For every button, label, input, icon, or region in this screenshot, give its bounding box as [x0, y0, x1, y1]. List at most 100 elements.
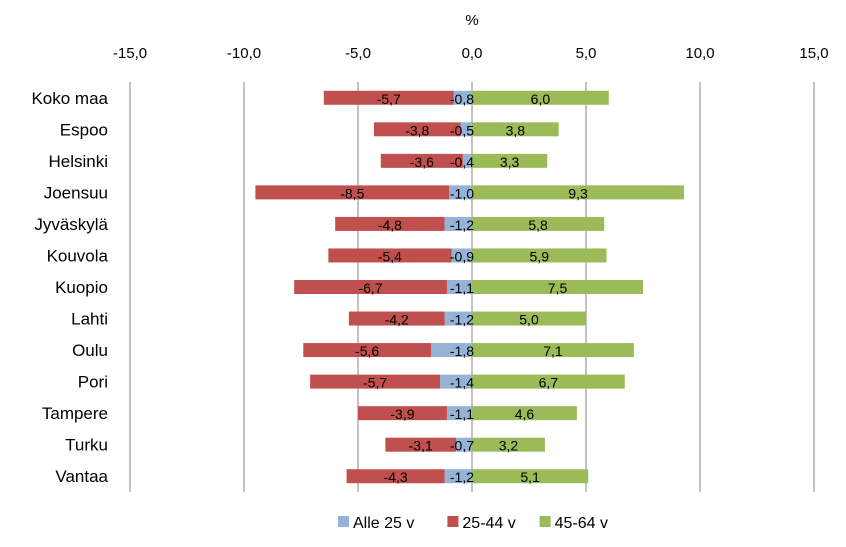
bar-45-64	[472, 343, 634, 358]
bar-25-44	[255, 185, 450, 200]
category-label: Tampere	[42, 404, 108, 423]
data-label: -3,9	[390, 406, 414, 422]
data-label: 5,0	[519, 312, 539, 328]
x-tick-label: 5,0	[576, 45, 597, 62]
bar-alle-25	[444, 469, 472, 484]
bar-45-64	[472, 469, 589, 484]
bar-25-44	[358, 406, 447, 421]
bar-alle-25	[462, 153, 472, 168]
data-label: -0,8	[450, 91, 474, 107]
data-label: -3,1	[409, 438, 433, 454]
data-label: -1,4	[450, 375, 474, 391]
data-label: -4,2	[385, 312, 409, 328]
legend-swatch	[447, 516, 459, 527]
data-label: 3,3	[500, 154, 520, 170]
category-label: Koko maa	[31, 89, 108, 108]
bar-25-44	[310, 374, 441, 389]
data-label: -5,4	[378, 248, 402, 264]
bar-45-64	[472, 90, 609, 105]
category-label: Vantaa	[55, 467, 108, 486]
data-label: -1,2	[450, 469, 474, 485]
bar-alle-25	[444, 216, 472, 231]
data-label: 6,0	[531, 91, 551, 107]
bar-45-64	[472, 216, 605, 231]
x-tick-label: 0,0	[462, 45, 483, 62]
legend-entry: 25-44 v	[462, 515, 515, 532]
bar-25-44	[328, 248, 452, 263]
bar-25-44	[323, 90, 454, 105]
x-tick-label: 10,0	[685, 45, 714, 62]
data-label: -5,6	[355, 343, 379, 359]
category-label: Kuopio	[55, 278, 108, 297]
data-label: -5,7	[377, 91, 401, 107]
bar-25-44	[335, 216, 445, 231]
bar-alle-25	[446, 406, 472, 421]
legend-swatch	[338, 516, 349, 527]
bar-25-44	[373, 122, 461, 137]
data-label: -0,5	[450, 122, 474, 138]
bar-45-64	[472, 280, 643, 294]
category-label: Jyväskylä	[34, 215, 108, 234]
category-label: Kouvola	[47, 246, 109, 265]
legend-swatch	[539, 516, 551, 527]
category-label: Joensuu	[44, 183, 108, 202]
data-label: 6,7	[539, 375, 559, 391]
data-label: -4,8	[378, 217, 402, 233]
data-label: -1,2	[450, 217, 474, 233]
legend-entry: Alle 25 v	[353, 515, 414, 532]
bar-25-44	[294, 280, 447, 294]
data-label: 7,5	[548, 280, 568, 296]
bar-45-64	[472, 311, 586, 326]
x-tick-label: -10,0	[227, 45, 261, 62]
bar-25-44	[346, 469, 445, 484]
bar-alle-25	[440, 374, 472, 389]
data-label: -1,2	[450, 312, 474, 328]
data-labels: -0,8 -5,7 6,0 -0,5 -3,8 3,8 -0,4 -3,6 3,3 -1,0 -8,…	[340, 91, 588, 485]
data-label: -4,3	[384, 469, 408, 485]
bar-25-44	[348, 311, 445, 326]
bar-alle-25	[449, 185, 472, 200]
bar-45-64	[472, 153, 548, 168]
bar-25-44	[303, 343, 431, 358]
data-label: -0,9	[450, 248, 474, 264]
bar-45-64	[472, 437, 545, 452]
data-label: -5,7	[363, 375, 387, 391]
data-label: -8,5	[340, 185, 364, 201]
bar-25-44	[380, 153, 463, 168]
data-label: 5,1	[520, 469, 540, 485]
legend-entry: 45-64 v	[555, 515, 608, 532]
category-label: Lahti	[71, 310, 108, 329]
data-label: 7,1	[543, 343, 563, 359]
bar-alle-25	[430, 343, 472, 358]
x-tick-label: 15,0	[799, 45, 828, 62]
category-label: Espoo	[60, 120, 108, 139]
category-label: Pori	[78, 373, 108, 392]
x-axis-label: %	[465, 12, 478, 29]
bars	[255, 90, 685, 484]
data-label: -0,7	[450, 438, 474, 454]
bar-alle-25	[456, 437, 472, 452]
data-label: -3,6	[410, 154, 434, 170]
x-axis-ticks: -15,0 -10,0 -5,0 0,0 5,0 10,0 15,0	[113, 45, 829, 62]
data-label: -6,7	[358, 280, 382, 296]
bar-45-64	[472, 248, 607, 263]
bar-alle-25	[453, 90, 472, 105]
bar-alle-25	[444, 311, 472, 326]
data-label: -0,4	[450, 154, 474, 170]
data-label: 5,8	[528, 217, 548, 233]
data-label: 3,2	[499, 438, 519, 454]
category-labels: Koko maa Espoo Helsinki Joensuu Jyväskylä Kou…	[31, 89, 108, 486]
category-label: Helsinki	[48, 152, 108, 171]
data-label: -1,1	[450, 406, 474, 422]
category-label: Oulu	[72, 341, 108, 360]
bar-25-44	[385, 437, 457, 452]
bar-45-64	[472, 185, 685, 200]
bar-alle-25	[446, 280, 472, 294]
bar-alle-25	[460, 122, 472, 137]
bar-45-64	[472, 374, 625, 389]
data-label: -3,8	[405, 122, 429, 138]
data-label: -1,8	[450, 343, 474, 359]
data-label: -1,0	[450, 185, 474, 201]
category-label: Turku	[65, 436, 108, 455]
